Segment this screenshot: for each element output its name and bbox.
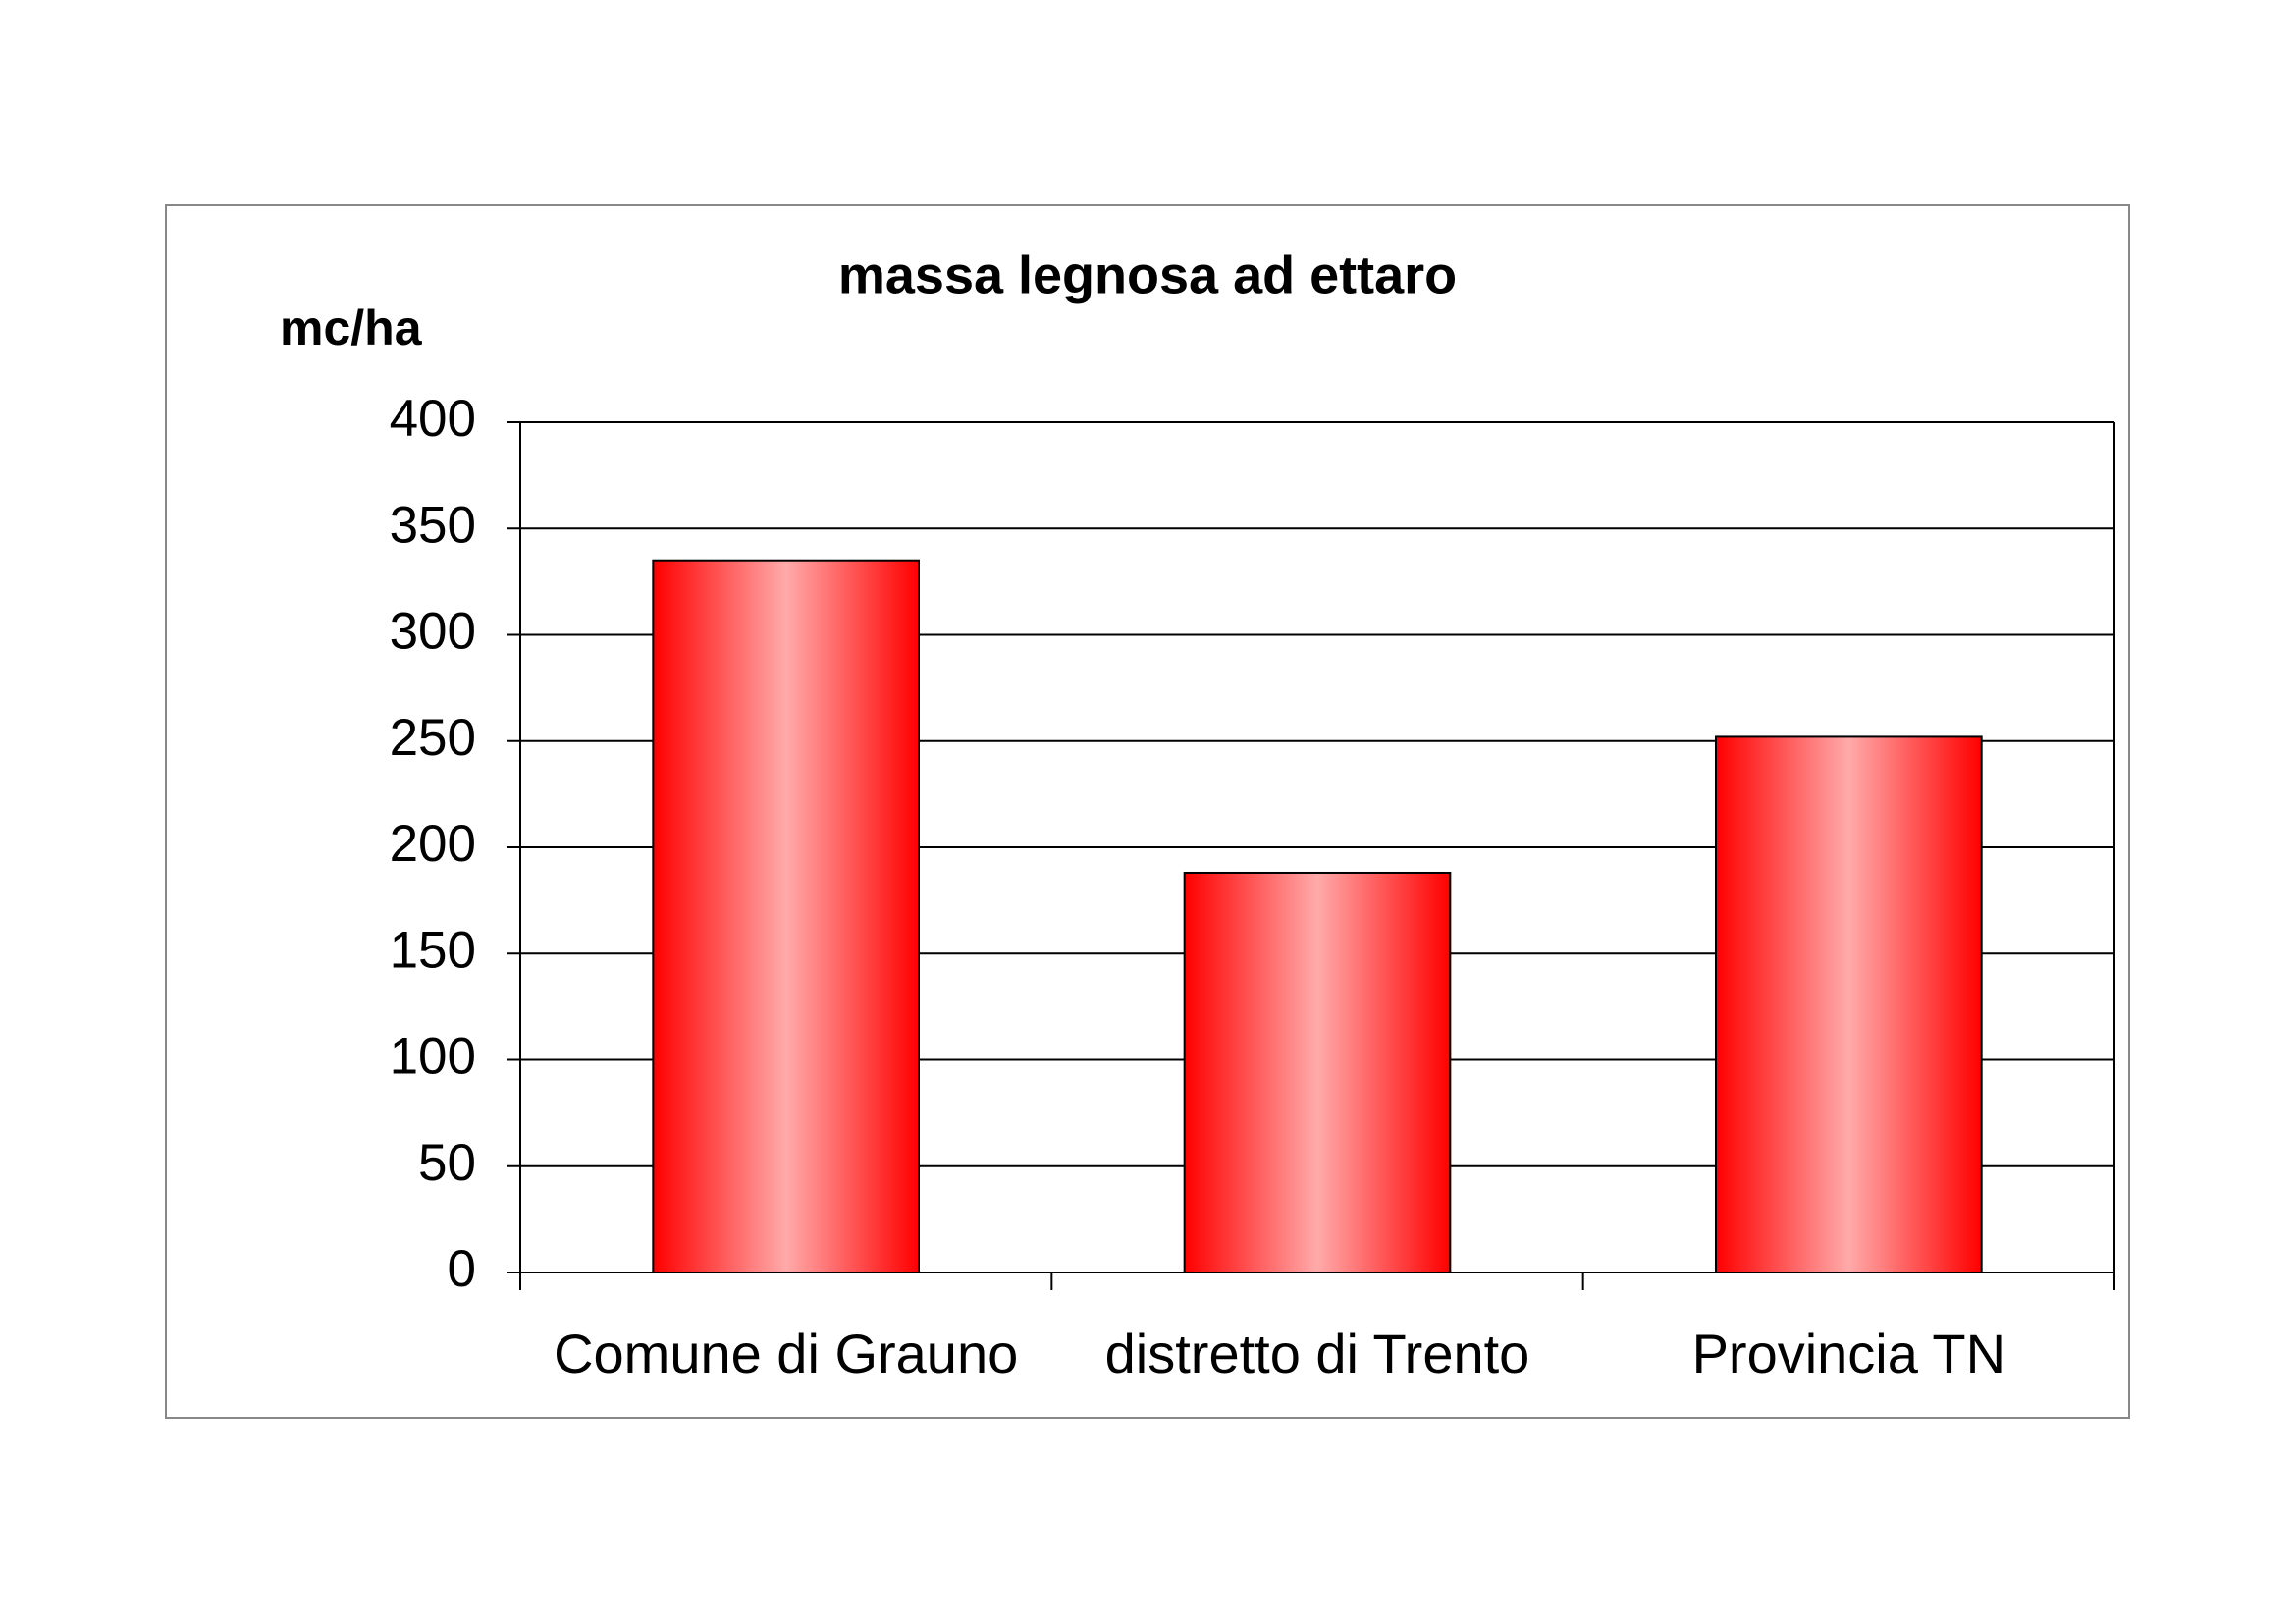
y-tick-label: 0 [448,1240,476,1298]
y-tick-label: 250 [390,709,476,767]
chart-title: massa legnosa ad ettaro [838,245,1457,304]
y-tick-label: 100 [390,1028,476,1086]
bar [652,559,920,1273]
x-tick-label: Comune di Grauno [554,1323,1018,1384]
y-tick-label: 50 [418,1134,476,1192]
y-axis-label: mc/ha [280,300,423,355]
x-tick-label: Provincia TN [1692,1323,2006,1384]
y-tick-label: 150 [390,921,476,979]
y-tick-label: 350 [390,496,476,554]
y-tick-label: 300 [390,603,476,661]
y-tick-label: 400 [390,390,476,448]
bar [1183,871,1452,1273]
y-tick-label: 200 [390,815,476,873]
x-tick-label: distretto di Trento [1105,1323,1530,1384]
bar [1715,735,1983,1273]
